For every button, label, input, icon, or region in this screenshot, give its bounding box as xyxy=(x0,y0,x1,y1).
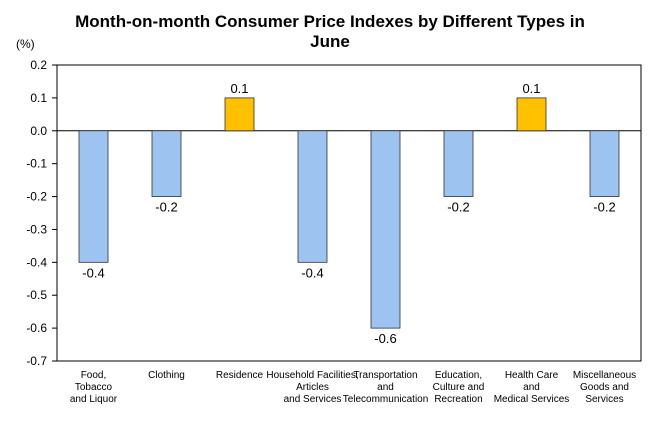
data-label: -0.6 xyxy=(374,331,396,346)
category-label: Food, Tobacco and Liquor xyxy=(70,370,118,405)
bar xyxy=(443,130,474,197)
data-label: -0.2 xyxy=(447,200,469,215)
category-label: Household Facilities, Articles and Service… xyxy=(266,370,358,405)
category-label: Health Care and Medical Services xyxy=(494,370,570,405)
y-tick-label: -0.2 xyxy=(26,190,47,204)
y-tick-label: 0.2 xyxy=(30,58,47,72)
bar xyxy=(224,97,255,132)
y-tick-label: -0.5 xyxy=(26,288,47,302)
y-tick-label: -0.1 xyxy=(26,157,47,171)
y-tick-label: 0.0 xyxy=(30,124,47,138)
chart-title-line-2: June xyxy=(310,32,350,51)
data-label: -0.2 xyxy=(155,200,177,215)
bar xyxy=(370,130,401,329)
data-label: -0.4 xyxy=(301,265,323,280)
category-label: Miscellaneous Goods and Services xyxy=(573,370,636,405)
y-tick-label: -0.6 xyxy=(26,321,47,335)
data-label: 0.1 xyxy=(230,81,248,96)
bar xyxy=(297,130,328,263)
bar xyxy=(78,130,109,263)
data-label: -0.2 xyxy=(593,200,615,215)
data-label: -0.4 xyxy=(82,265,104,280)
data-labels: -0.4 -0.2 0.1 -0.4 -0.6 -0.2 0.1 -0.2 xyxy=(82,81,615,346)
chart-title-line-1: Month-on-month Consumer Price Indexes by… xyxy=(75,12,585,31)
data-label: 0.1 xyxy=(522,81,540,96)
category-label: Residence xyxy=(216,370,264,381)
bar xyxy=(151,130,182,197)
y-tick-label: -0.3 xyxy=(26,222,47,236)
bar xyxy=(516,97,547,132)
plot-area xyxy=(56,64,642,362)
category-label: Transportation and Telecommunication xyxy=(343,370,429,405)
category-label: Education, Culture and Recreation xyxy=(433,370,485,405)
bar xyxy=(589,130,620,197)
category-label: Clothing xyxy=(148,370,185,381)
y-axis-unit-label: (%) xyxy=(16,37,35,51)
y-tick-label: -0.7 xyxy=(26,354,47,368)
y-tick-label: 0.1 xyxy=(30,91,47,105)
chart-title: Month-on-month Consumer Price Indexes by… xyxy=(0,12,660,52)
y-tick-label: -0.4 xyxy=(26,255,47,269)
axes: 0.2 0.1 0.0 -0.1 -0.2 -0.3 -0.4 -0.5 -0.6 -0.7 xyxy=(26,58,642,368)
bars xyxy=(78,97,620,329)
